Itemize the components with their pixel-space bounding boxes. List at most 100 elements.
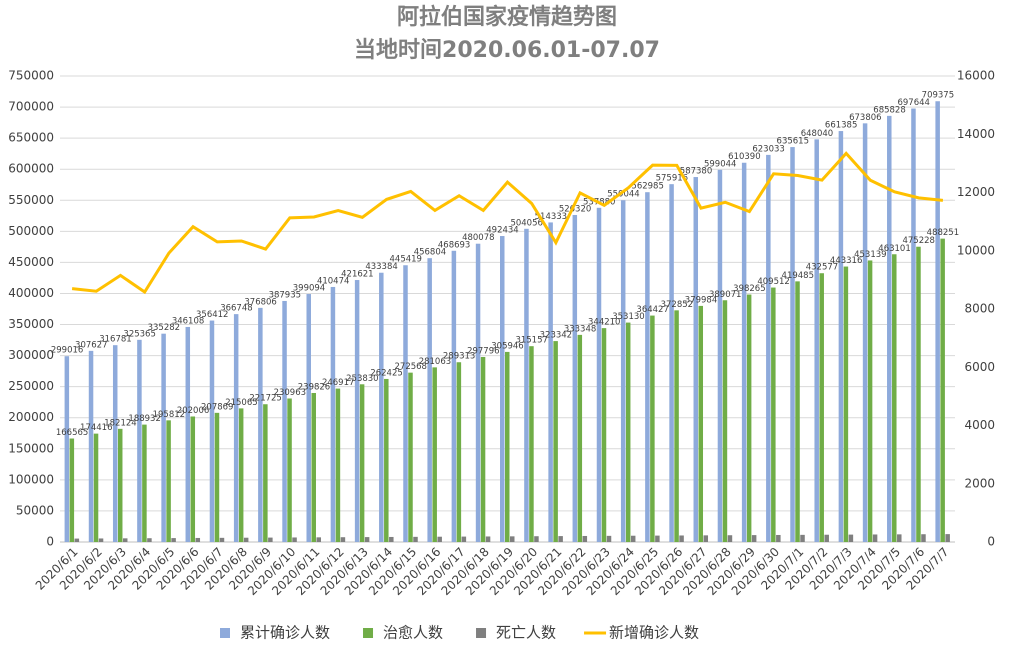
bar <box>897 534 902 542</box>
data-label: 253830 <box>346 374 378 384</box>
bar <box>679 535 684 542</box>
bar <box>292 537 297 542</box>
bar <box>461 536 467 542</box>
data-label: 188932 <box>128 414 160 424</box>
data-label: 673806 <box>849 113 881 123</box>
data-label: 514333 <box>535 212 567 222</box>
data-label: 398265 <box>733 284 765 294</box>
y2-tick-label: 0 <box>987 535 995 549</box>
bar <box>171 538 176 542</box>
bar <box>117 428 123 542</box>
bar <box>190 416 196 542</box>
data-label: 281063 <box>419 357 451 367</box>
bar <box>606 535 612 542</box>
legend-label: 新增确诊人数 <box>609 624 699 642</box>
bar <box>243 537 249 542</box>
bar <box>161 333 166 542</box>
legend-label: 治愈人数 <box>383 624 443 642</box>
bar <box>74 538 80 542</box>
bar <box>287 398 292 542</box>
bar <box>746 294 752 542</box>
bar <box>824 534 829 542</box>
bar <box>93 433 99 542</box>
bar <box>64 356 70 542</box>
data-label: 389071 <box>709 290 741 300</box>
bar <box>354 280 360 542</box>
bar <box>306 294 311 542</box>
data-label: 353130 <box>612 312 644 322</box>
data-label: 333348 <box>564 324 596 334</box>
bar <box>185 326 191 542</box>
bar <box>698 305 704 542</box>
bar <box>427 258 432 542</box>
bar <box>655 535 660 542</box>
bar <box>137 339 142 542</box>
y2-tick-label: 2000 <box>964 476 995 490</box>
bar <box>209 320 215 542</box>
bar <box>214 412 220 542</box>
data-label: 166565 <box>56 428 88 438</box>
bar <box>364 537 370 542</box>
y-tick-label: 600000 <box>8 162 54 176</box>
data-label: 468693 <box>438 240 470 250</box>
bar <box>316 537 321 542</box>
data-label: 344210 <box>588 318 620 328</box>
bar <box>872 534 878 542</box>
bar <box>814 139 819 543</box>
data-label: 323342 <box>540 331 572 341</box>
data-label: 445419 <box>390 255 422 265</box>
bar <box>510 536 515 542</box>
bar <box>727 535 733 542</box>
data-label: 475228 <box>902 236 934 246</box>
bar <box>219 537 225 542</box>
y-tick-label: 700000 <box>8 100 54 114</box>
data-label: 526320 <box>559 204 591 214</box>
bar <box>88 350 94 542</box>
line-series <box>71 151 944 295</box>
data-label: 480078 <box>462 233 494 243</box>
bar <box>741 162 747 543</box>
bar <box>703 535 709 542</box>
bar <box>650 315 655 542</box>
bar <box>524 228 529 542</box>
data-label: 709375 <box>922 91 954 101</box>
bar <box>384 378 389 542</box>
data-label: 575916 <box>656 174 688 184</box>
data-label: 635615 <box>777 137 809 147</box>
bar <box>379 272 384 542</box>
bar <box>282 300 287 542</box>
bar <box>582 535 588 542</box>
data-label: 421621 <box>341 270 373 280</box>
data-label: 599044 <box>704 159 736 169</box>
data-label: 182124 <box>104 418 136 428</box>
bar <box>620 200 626 543</box>
data-label: 307627 <box>75 340 107 350</box>
bar <box>195 537 201 542</box>
data-label: 610390 <box>728 152 760 162</box>
bar <box>389 536 394 542</box>
legend-swatch <box>363 628 374 638</box>
bar <box>166 420 171 542</box>
bar <box>480 356 486 542</box>
chart-title: 阿拉伯国家疫情趋势图 <box>397 4 617 30</box>
data-label: 376806 <box>244 297 276 307</box>
data-label: 453139 <box>854 250 886 260</box>
bar <box>233 314 239 542</box>
data-label: 305946 <box>491 341 523 351</box>
data-label: 325365 <box>123 329 155 339</box>
bar <box>534 536 539 542</box>
bar <box>921 534 926 542</box>
bar <box>722 300 728 542</box>
bar <box>887 115 892 543</box>
data-label: 335282 <box>148 323 180 333</box>
bar <box>776 534 781 542</box>
bar <box>669 184 674 542</box>
bar <box>935 101 940 542</box>
y-tick-label: 100000 <box>8 472 54 486</box>
data-label: 356412 <box>196 310 228 320</box>
y-tick-label: 400000 <box>8 286 54 300</box>
data-label: 387935 <box>269 290 301 300</box>
bar <box>456 362 462 542</box>
data-label: 315157 <box>515 336 547 346</box>
